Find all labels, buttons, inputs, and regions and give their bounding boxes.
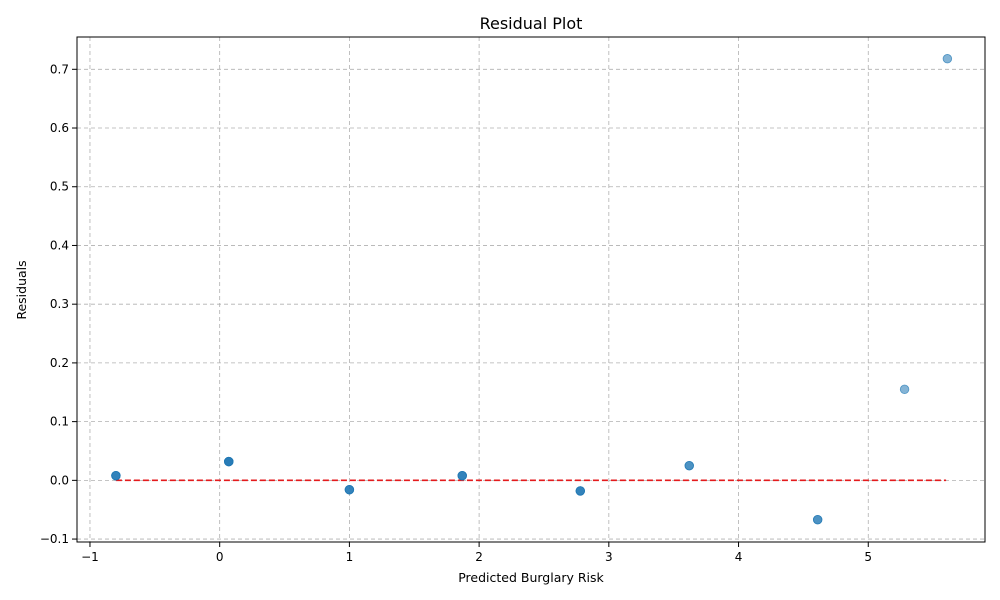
scatter-points	[111, 54, 953, 525]
scatter-point	[111, 470, 121, 481]
x-tick-label: 2	[475, 550, 483, 564]
grid	[77, 37, 985, 542]
y-tick-label: 0.7	[50, 62, 69, 76]
y-tick-label: 0.3	[50, 297, 69, 311]
y-tick-label: 0.4	[50, 238, 69, 252]
x-axis-ticks: −1 0 1 2 3 4 5	[81, 542, 872, 564]
scatter-point	[899, 384, 910, 395]
scatter-point	[344, 485, 355, 495]
y-tick-label: 0.0	[50, 473, 69, 487]
scatter-point	[684, 460, 694, 471]
scatter-point	[224, 456, 234, 467]
scatter-point	[812, 514, 823, 525]
x-tick-label: 5	[864, 550, 872, 564]
y-tick-label: 0.1	[50, 415, 69, 429]
y-axis-ticks: −0.1 0.0 0.1 0.2 0.3 0.4 0.5 0.6 0.7	[40, 62, 77, 546]
scatter-point	[942, 54, 953, 64]
plot-frame	[76, 36, 986, 543]
y-axis-label: Residuals	[14, 260, 29, 319]
chart-title: Residual Plot	[480, 14, 583, 33]
x-tick-label: 3	[605, 550, 613, 564]
x-tick-label: 0	[216, 550, 224, 564]
scatter-point	[575, 486, 585, 496]
y-tick-label: 0.2	[50, 356, 69, 370]
x-axis-label: Predicted Burglary Risk	[458, 570, 604, 585]
scatter-point	[457, 470, 467, 481]
y-tick-label: 0.5	[50, 180, 69, 194]
x-tick-label: 4	[735, 550, 743, 564]
x-tick-label: −1	[81, 550, 99, 564]
x-tick-label: 1	[346, 550, 354, 564]
y-tick-label: −0.1	[40, 532, 69, 546]
y-tick-label: 0.6	[50, 121, 69, 135]
